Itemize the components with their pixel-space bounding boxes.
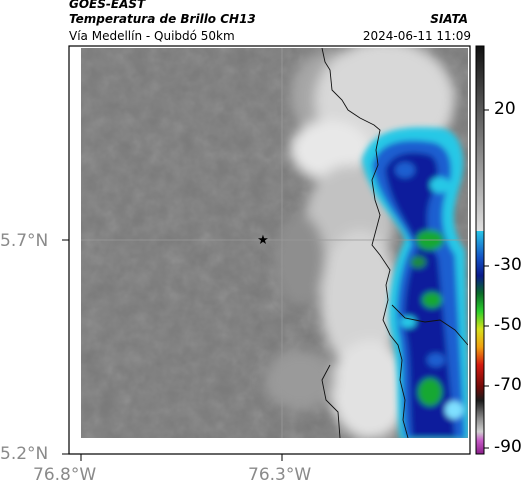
longitude-label: 76.3°W bbox=[248, 465, 312, 485]
route-label: Vía Medellín - Quibdó 50km bbox=[69, 29, 235, 43]
colorbar-tick-label: 20 bbox=[494, 99, 516, 119]
colorbar-tick-label: -70 bbox=[494, 375, 522, 395]
colorbar bbox=[475, 45, 489, 455]
longitude-label: 76.8°W bbox=[33, 465, 97, 485]
satellite-title: GOES-EAST bbox=[69, 0, 146, 11]
star-icon: ★ bbox=[257, 233, 269, 248]
colorbar-tick-label: -30 bbox=[494, 255, 522, 275]
colorbar-tick-label: -50 bbox=[494, 315, 522, 335]
latitude-label: 5.7°N bbox=[0, 231, 49, 251]
timestamp-label: 2024-06-11 11:09 bbox=[362, 29, 471, 43]
latitude-label: 5.2°N bbox=[0, 444, 49, 464]
brand-label: SIATA bbox=[430, 12, 468, 26]
satellite-image bbox=[81, 48, 468, 438]
colorbar-tick-label: -90 bbox=[494, 437, 522, 457]
product-title: Temperatura de Brillo CH13 bbox=[69, 12, 256, 26]
axis-ticks bbox=[62, 239, 283, 461]
